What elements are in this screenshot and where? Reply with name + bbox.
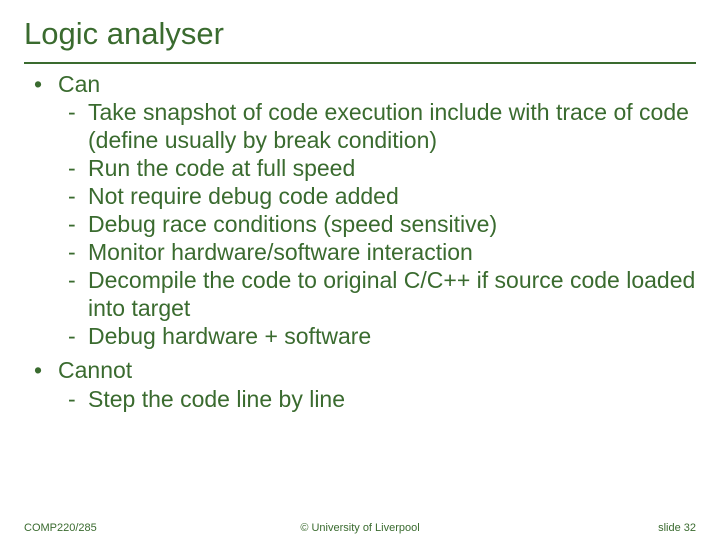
sub-list-text: Debug race conditions (speed sensitive) (88, 210, 696, 238)
sub-list-text: Not require debug code added (88, 182, 696, 210)
list-item-label: Cannot (58, 356, 132, 384)
list-item: • Cannot (34, 356, 696, 384)
sub-list-item: -Monitor hardware/software interaction (68, 238, 696, 266)
slide-footer: COMP220/285 © University of Liverpool sl… (0, 522, 720, 534)
dash-icon: - (68, 322, 88, 350)
sub-list-text: Monitor hardware/software interaction (88, 238, 696, 266)
sub-list-item: -Step the code line by line (68, 385, 696, 413)
sub-list-item: -Not require debug code added (68, 182, 696, 210)
dash-icon: - (68, 385, 88, 413)
sub-list-text: Run the code at full speed (88, 154, 696, 182)
slide-content: • Can -Take snapshot of code execution i… (24, 70, 696, 413)
list-item-label: Can (58, 70, 100, 98)
sub-list-item: -Take snapshot of code execution include… (68, 98, 696, 154)
dash-icon: - (68, 238, 88, 266)
bullet-icon: • (34, 356, 58, 384)
footer-center: © University of Liverpool (0, 522, 720, 534)
bullet-icon: • (34, 70, 58, 98)
slide: Logic analyser • Can -Take snapshot of c… (0, 0, 720, 540)
dash-icon: - (68, 266, 88, 322)
slide-title: Logic analyser (24, 16, 696, 52)
title-underline (24, 62, 696, 64)
list-item: • Can (34, 70, 696, 98)
dash-icon: - (68, 154, 88, 182)
sub-list-text: Debug hardware + software (88, 322, 696, 350)
sub-list-item: -Debug hardware + software (68, 322, 696, 350)
sub-list-item: -Run the code at full speed (68, 154, 696, 182)
dash-icon: - (68, 210, 88, 238)
sub-list-text: Decompile the code to original C/C++ if … (88, 266, 696, 322)
sub-list-item: -Debug race conditions (speed sensitive) (68, 210, 696, 238)
sub-list-item: -Decompile the code to original C/C++ if… (68, 266, 696, 322)
sub-list-text: Take snapshot of code execution include … (88, 98, 696, 154)
dash-icon: - (68, 98, 88, 154)
dash-icon: - (68, 182, 88, 210)
sub-list-text: Step the code line by line (88, 385, 696, 413)
